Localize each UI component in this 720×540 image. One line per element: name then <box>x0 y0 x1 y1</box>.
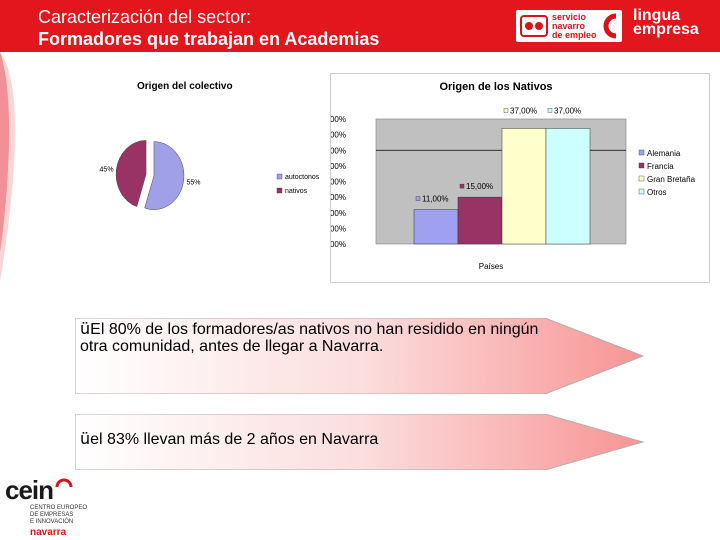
sne-swirl-icon <box>603 13 617 39</box>
cein-region: navarra <box>30 527 67 538</box>
banner-1-text: üEl 80% de los formadores/as nativos no … <box>80 320 540 355</box>
legend-swatch <box>638 175 645 182</box>
legend-label: Francia <box>647 162 674 171</box>
legend-swatch <box>638 162 645 169</box>
bar-chart-panel: Origen de los Nativos 0,00% 5,00% 10,00% 15… <box>330 73 710 283</box>
pie-chart-title: Origen del colectivo <box>137 81 233 92</box>
y-tick-label: 5,00% <box>331 224 346 233</box>
pie-legend-swatch <box>276 173 283 180</box>
legend-swatch <box>638 149 645 156</box>
data-label-swatch <box>459 183 465 189</box>
banner-2-text: üel 83% llevan más de 2 años en Navarra <box>80 430 540 448</box>
legend-label: Gran Bretaña <box>647 175 696 184</box>
decorative-curve <box>0 52 16 282</box>
y-tick-label: 20,00% <box>331 178 346 187</box>
data-label-swatch <box>415 196 421 201</box>
bar-francia <box>457 196 503 245</box>
bar-otros <box>545 128 591 245</box>
logo-cein: cein CENTRO EUROPEO DE EMPRESAS E INNOVA… <box>2 475 112 540</box>
title-line-2: Formadores que trabajan en Academias <box>38 29 380 49</box>
banner-2: üel 83% llevan más de 2 años en Navarra <box>75 414 645 490</box>
banner-1-shape <box>75 318 645 394</box>
cein-line: CENTRO EUROPEO <box>30 505 88 511</box>
bar-data-label: 37,00% <box>510 106 537 115</box>
y-tick-label: 25,00% <box>331 162 346 171</box>
pie-slice-nativos <box>115 140 147 208</box>
data-label-swatch <box>503 108 509 113</box>
logo-lingua-line: empresa <box>633 21 699 38</box>
banner-2-label: el 83% llevan más de 2 años en Navarra <box>90 431 379 448</box>
legend-swatch <box>638 188 645 195</box>
y-tick-label: 35,00% <box>331 131 346 140</box>
logo-sn-text: servicio navarro de empleo <box>552 13 597 40</box>
x-axis-label: Países <box>479 262 503 271</box>
bar-chart-title: Origen de los Nativos <box>439 81 553 93</box>
check-icon: ü <box>80 319 91 338</box>
check-icon: ü <box>80 429 91 448</box>
bar-data-label: 37,00% <box>554 106 581 115</box>
slide-title: Caracterización del sector: Formadores q… <box>38 6 508 52</box>
sne-logo-icon <box>520 15 548 37</box>
pie-chart: 55% 45% autoctonos nativos <box>100 140 320 210</box>
logo-servicio-navarro: servicio navarro de empleo <box>516 10 622 42</box>
title-line-1: Caracterización del sector: <box>38 7 252 27</box>
bar-data-label: 11,00% <box>422 195 449 204</box>
banner-1-label: El 80% de los formadores/as nativos no h… <box>80 321 539 355</box>
cein-arc-icon <box>55 478 73 488</box>
bar-data-label: 15,00% <box>466 182 493 191</box>
logo-lingua-empresa: lingua empresa <box>633 7 699 38</box>
cein-line: E INNOVACIÓN <box>30 519 74 525</box>
cein-subtitle: CENTRO EUROPEO DE EMPRESAS E INNOVACIÓN <box>30 505 87 526</box>
cein-line: DE EMPRESAS <box>30 512 74 518</box>
pie-data-label: 45% <box>100 166 114 173</box>
logo-sn-line: servicio <box>552 12 587 22</box>
bar-chart: 0,00% 5,00% 10,00% 15,00% 20,00% 25,00% 30,00%… <box>331 106 696 271</box>
logo-lingua-line: lingua <box>633 7 681 24</box>
y-tick-label: 10,00% <box>331 209 346 218</box>
banner-2-shape <box>75 414 645 470</box>
pie-legend-swatch <box>276 187 283 194</box>
y-tick-label: 30,00% <box>331 146 346 155</box>
pie-chart-panel: Origen del colectivo 55% 45% autoctonos nat… <box>95 75 325 255</box>
y-tick-label: 40,00% <box>331 115 346 124</box>
legend-label: Alemania <box>647 149 681 158</box>
logo-sn-line: navarro <box>552 21 586 31</box>
pie-data-label: 55% <box>186 180 200 187</box>
logo-sn-line: de empleo <box>552 30 597 40</box>
y-tick-label: 15,00% <box>331 193 346 202</box>
data-label-swatch <box>547 108 553 113</box>
bar-gran-bretaña <box>501 128 547 245</box>
legend-label: Otros <box>647 188 667 197</box>
bar-alemania <box>413 209 459 245</box>
pie-legend-label: nativos <box>285 188 308 195</box>
pie-legend-label: autoctonos <box>285 174 320 181</box>
y-tick-label: 0,00% <box>331 240 346 249</box>
pie-slice-autoctonos <box>144 141 185 210</box>
cein-wordmark: cein <box>5 475 54 505</box>
banner-1: üEl 80% de los formadores/as nativos no … <box>75 318 645 394</box>
